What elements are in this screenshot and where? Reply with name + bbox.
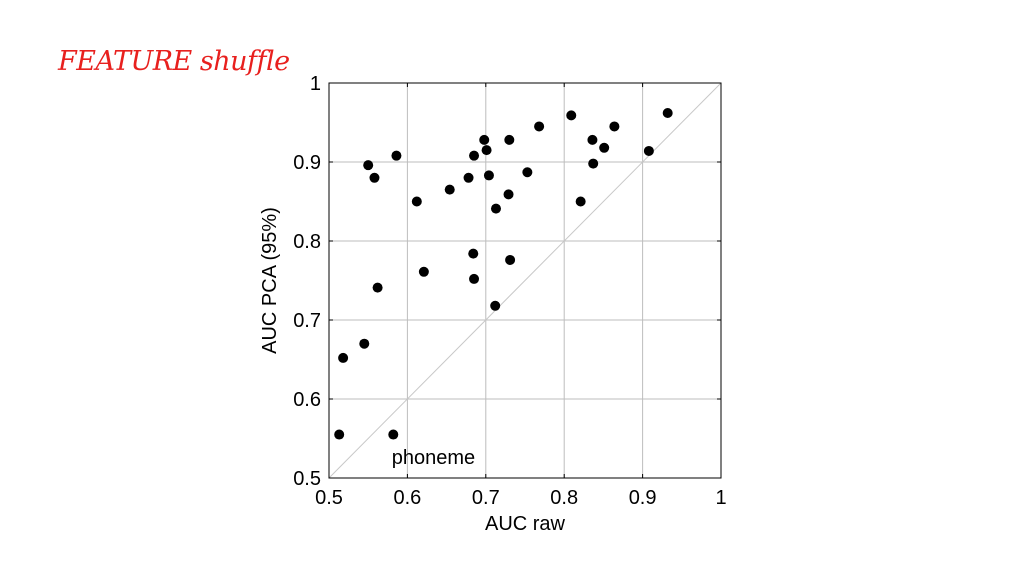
data-point	[588, 158, 599, 169]
x-tick-label: 0.6	[393, 487, 421, 509]
y-axis-label: AUC PCA (95%)	[259, 207, 281, 354]
x-tick-label: 0.8	[550, 487, 578, 509]
y-tick-label: 0.5	[293, 468, 321, 490]
data-point	[643, 145, 654, 156]
data-point	[522, 167, 533, 178]
data-point	[504, 134, 515, 145]
x-tick-labels: 0.5 0.6 0.7 0.8 0.9 1	[315, 487, 726, 509]
data-point	[587, 134, 598, 145]
x-tick-label: 0.9	[629, 487, 657, 509]
data-point	[483, 170, 494, 181]
data-point	[338, 352, 349, 363]
data-point	[372, 282, 383, 293]
y-tick-label: 0.7	[293, 310, 321, 332]
data-point	[469, 150, 480, 161]
data-point	[463, 172, 474, 183]
y-tick-label: 1	[310, 73, 321, 95]
data-point	[469, 273, 480, 284]
data-point	[490, 300, 501, 311]
tick-marks	[328, 82, 722, 479]
y-tick-labels: 0.5 0.6 0.7 0.8 0.9 1	[293, 73, 321, 490]
data-point	[662, 108, 673, 119]
x-tick-label: 0.7	[472, 487, 500, 509]
data-point	[334, 429, 345, 440]
data-point	[490, 203, 501, 214]
y-tick-label: 0.9	[293, 152, 321, 174]
y-tick-label: 0.6	[293, 389, 321, 411]
data-point	[411, 196, 422, 207]
data-point	[359, 338, 370, 349]
data-point	[505, 254, 516, 265]
data-point	[575, 196, 586, 207]
data-point	[418, 266, 429, 277]
slide-title: FEATURE shuffle	[58, 46, 290, 77]
annotation-text: phoneme	[392, 447, 475, 469]
data-point	[479, 134, 490, 145]
x-axis-label: AUC raw	[485, 513, 566, 535]
data-point	[566, 110, 577, 121]
data-point	[534, 121, 545, 132]
data-points	[334, 108, 673, 440]
x-tick-label: 0.5	[315, 487, 343, 509]
data-point	[609, 121, 620, 132]
plot-frame	[328, 82, 722, 479]
data-point	[503, 189, 514, 200]
data-point	[363, 160, 374, 171]
data-point	[481, 145, 492, 156]
diagonal-reference-line	[328, 82, 722, 479]
y-tick-label: 0.8	[293, 231, 321, 253]
data-point	[391, 150, 402, 161]
data-point	[599, 142, 610, 153]
data-point	[369, 172, 380, 183]
x-tick-label: 1	[715, 487, 726, 509]
data-point	[468, 248, 479, 259]
data-point	[388, 429, 399, 440]
data-point	[444, 184, 455, 195]
